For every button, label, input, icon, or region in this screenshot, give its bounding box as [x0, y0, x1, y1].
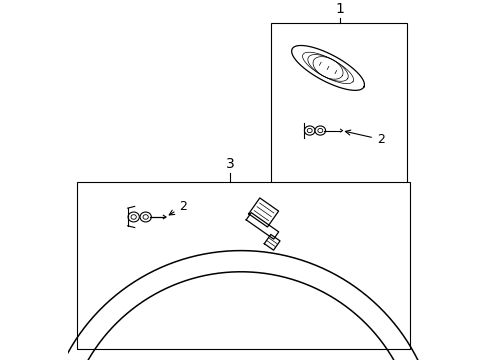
Ellipse shape	[314, 126, 325, 135]
Ellipse shape	[128, 212, 139, 222]
Ellipse shape	[140, 212, 151, 222]
Text: 3: 3	[225, 157, 234, 171]
Text: 1: 1	[335, 2, 344, 16]
Bar	[77, 182, 409, 350]
Ellipse shape	[317, 129, 322, 133]
Text: 2: 2	[345, 130, 384, 146]
Ellipse shape	[306, 129, 311, 133]
Ellipse shape	[143, 215, 148, 219]
Ellipse shape	[131, 215, 136, 219]
Bar	[270, 23, 406, 184]
Ellipse shape	[304, 126, 314, 135]
Text: 2: 2	[169, 200, 187, 215]
